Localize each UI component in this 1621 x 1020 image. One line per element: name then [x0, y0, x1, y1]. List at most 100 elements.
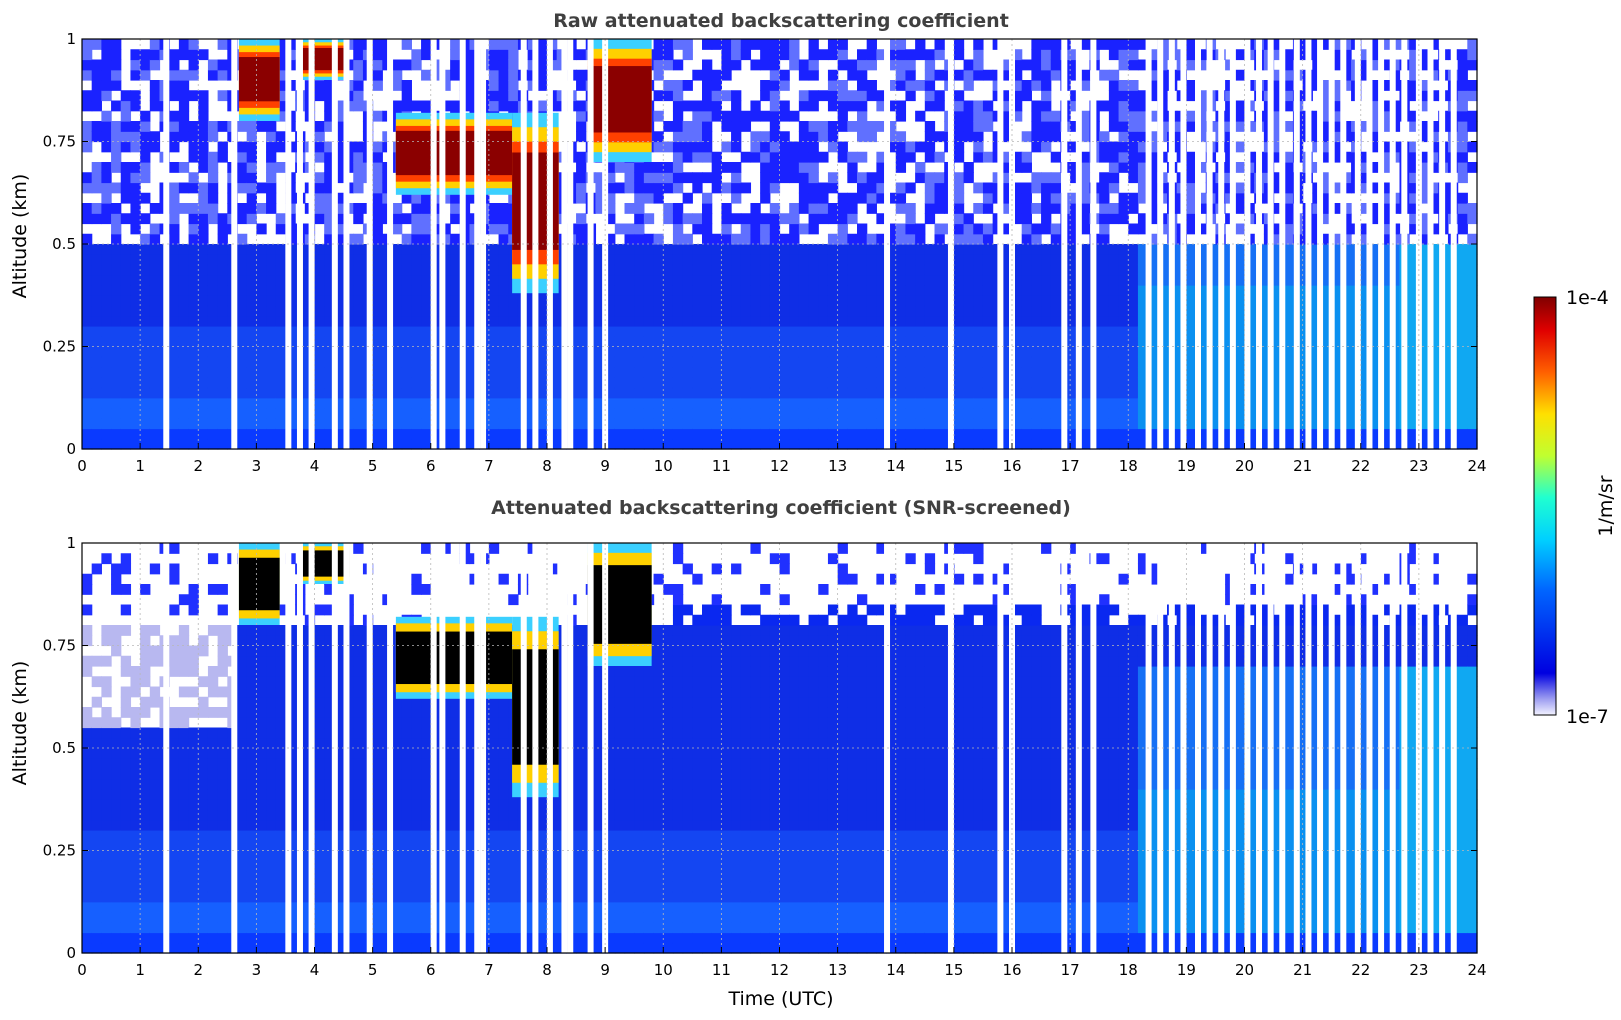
heatmap-cell: [450, 285, 461, 296]
heatmap-cell: [818, 397, 829, 409]
heatmap-cell: [1137, 254, 1149, 266]
heatmap-cell: [634, 367, 645, 378]
heatmap-cell: [663, 285, 674, 296]
heatmap-cell: [769, 131, 781, 143]
heatmap-cell: [721, 326, 732, 337]
heatmap-cell: [1341, 346, 1352, 358]
heatmap-cell: [333, 408, 345, 419]
heatmap-cell: [1457, 346, 1468, 358]
heatmap-cell: [1196, 295, 1207, 307]
heatmap-cell: [731, 346, 742, 358]
heatmap-cell: [1428, 356, 1439, 368]
heatmap-cell: [711, 233, 722, 245]
heatmap-cell: [857, 408, 868, 419]
heatmap-cell: [392, 203, 403, 214]
heatmap-cell: [634, 254, 645, 266]
heatmap-cell: [934, 356, 945, 368]
heatmap-cell: [1147, 162, 1158, 173]
heatmap-cell: [702, 233, 713, 245]
heatmap-cell: [421, 336, 432, 348]
heatmap-cell: [266, 377, 277, 389]
heatmap-cell: [237, 418, 248, 430]
heatmap-cell: [702, 223, 713, 235]
heatmap-cell: [353, 233, 364, 245]
heatmap-cell: [847, 428, 858, 440]
heatmap-cell: [246, 192, 257, 204]
heatmap-cell: [314, 428, 325, 440]
heatmap-cell: [886, 336, 897, 348]
heatmap-cell: [857, 80, 868, 91]
heatmap-cell: [1128, 367, 1139, 378]
heatmap-cell: [217, 69, 228, 81]
heatmap-cell: [973, 397, 984, 409]
heatmap-cell: [207, 59, 219, 71]
heatmap-cell: [256, 203, 267, 214]
heatmap-cell: [217, 377, 228, 389]
heatmap-cell: [721, 295, 732, 307]
heatmap-cell: [537, 346, 548, 358]
heatmap-cell: [721, 377, 732, 389]
heatmap-cell: [934, 438, 945, 450]
heatmap-cell: [246, 182, 257, 194]
heatmap-cell: [605, 315, 616, 327]
heatmap-cell: [1108, 367, 1120, 378]
heatmap-cell: [1409, 295, 1420, 307]
heatmap-cell: [1050, 274, 1062, 286]
heatmap-cell: [91, 367, 102, 378]
heatmap-cell: [915, 162, 926, 173]
heatmap-cell: [740, 387, 752, 399]
heatmap-cell: [876, 274, 887, 286]
heatmap-cell: [1031, 80, 1042, 91]
heatmap-cell: [1331, 254, 1342, 266]
heatmap-cell: [421, 346, 432, 358]
heatmap-cell: [1002, 59, 1013, 71]
heatmap-cell: [140, 213, 151, 225]
heatmap-cell: [120, 254, 132, 266]
heatmap-cell: [808, 90, 819, 102]
heatmap-cell: [740, 223, 752, 235]
heatmap-cell: [576, 49, 587, 61]
heatmap-cell: [1031, 377, 1042, 389]
heatmap-cell: [595, 254, 606, 266]
heatmap-cell: [275, 377, 287, 389]
heatmap-cell: [372, 49, 383, 61]
heatmap-cell: [982, 428, 994, 440]
heatmap-cell: [1322, 80, 1333, 91]
raw-backscatter-panel: Raw attenuated backscattering coefficien…: [9, 10, 1487, 475]
heatmap-cell: [1341, 254, 1352, 266]
heatmap-cell: [750, 428, 761, 440]
heatmap-cell: [663, 377, 674, 389]
heatmap-cell: [672, 213, 684, 225]
heatmap-cell: [924, 203, 936, 214]
heatmap-cell: [1137, 285, 1149, 296]
heatmap-cell: [1186, 162, 1197, 173]
heatmap-cell: [789, 264, 800, 276]
heatmap-cell: [111, 59, 122, 71]
heatmap-cell: [731, 377, 742, 389]
heatmap-cell: [798, 418, 810, 430]
heatmap-cell: [653, 141, 664, 153]
heatmap-cell: [198, 151, 209, 163]
heatmap-cell: [1147, 346, 1158, 358]
heatmap-cell: [333, 397, 345, 409]
heatmap-cell: [401, 397, 412, 409]
heatmap-cell: [857, 254, 868, 266]
heatmap-cell: [702, 408, 713, 419]
heatmap-cell: [886, 428, 897, 440]
heatmap-cell: [595, 408, 606, 419]
heatmap-cell: [982, 418, 994, 430]
heatmap-cell: [1002, 162, 1013, 173]
heatmap-cell: [1331, 203, 1342, 214]
heatmap-cell: [740, 274, 752, 286]
heatmap-cell: [207, 356, 219, 368]
heatmap-cell: [818, 49, 829, 61]
heatmap-cell: [149, 80, 161, 91]
heatmap-cell: [886, 408, 897, 419]
heatmap-cell: [450, 233, 461, 245]
heatmap-cell: [140, 377, 151, 389]
data-gap: [1206, 39, 1213, 449]
heatmap-cell: [702, 274, 713, 286]
heatmap-cell: [915, 233, 926, 245]
heatmap-cell: [149, 377, 161, 389]
heatmap-cell: [372, 39, 383, 50]
